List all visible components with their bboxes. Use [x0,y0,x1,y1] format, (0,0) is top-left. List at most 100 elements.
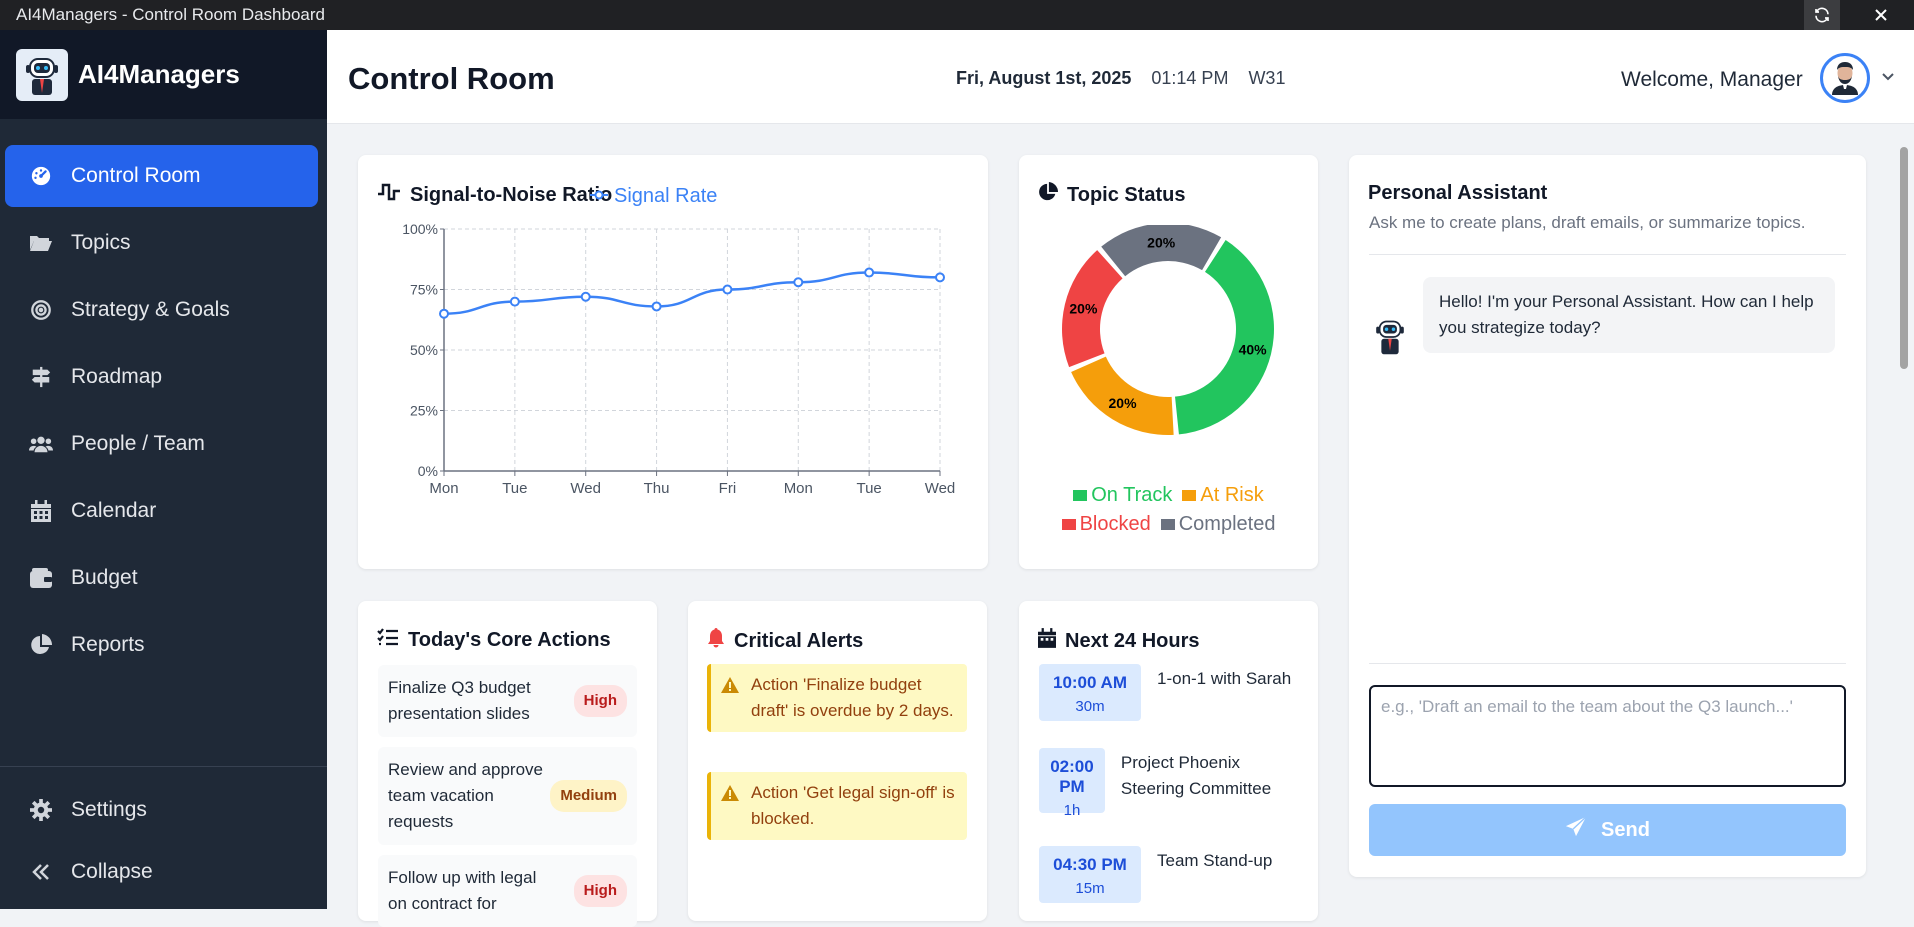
sidebar-item-strategy-goals[interactable]: Strategy & Goals [5,279,318,341]
x-tick-label: Fri [719,480,737,497]
legend-swatch [1182,490,1197,502]
calendar-event[interactable]: 04:30 PM 15m Team Stand-up [1039,846,1298,903]
sidebar-item-reports[interactable]: Reports [5,614,318,676]
list-item[interactable]: Finalize Q3 budget presentation slides H… [378,665,637,737]
data-point[interactable] [722,284,733,295]
sidebar-bottom: Settings Collapse [0,766,327,909]
window-title: AI4Managers - Control Room Dashboard [16,5,325,24]
bell-icon [707,628,725,654]
pie-slice-at-risk[interactable] [1071,356,1174,435]
data-point[interactable] [580,291,591,302]
x-tick-label: Wed [570,480,601,497]
pie-slice-blocked[interactable] [1062,250,1123,368]
x-tick-label: Tue [502,480,527,497]
sidebar-item-label: People / Team [71,432,205,455]
legend-row: On Track At Risk [1019,484,1318,507]
card-title: Signal-to-Noise Ratio [377,182,612,208]
x-tick-label: Mon [429,480,458,497]
y-tick-label: 75% [410,282,438,298]
page-scrollbar[interactable] [1897,134,1911,909]
users-icon [29,432,53,456]
legend-item[interactable]: On Track [1073,484,1172,507]
warning-icon [721,780,739,832]
sidebar-item-roadmap[interactable]: Roadmap [5,346,318,408]
legend-label: Completed [1178,513,1276,535]
card-title: Critical Alerts [707,628,863,654]
sidebar-item-control-room[interactable]: Control Room [5,145,318,207]
slice-label: 20% [1069,301,1098,317]
legend-item[interactable]: Completed [1160,513,1276,536]
core-actions-card: Today's Core Actions Finalize Q3 budget … [358,601,657,927]
alert-item[interactable]: Action 'Get legal sign-off' is blocked. [707,772,967,840]
event-time-block: 02:00 PM 1h [1039,748,1105,819]
legend-item[interactable]: Blocked [1061,513,1151,536]
event-duration: 30m [1075,698,1105,715]
assistant-prompt-input[interactable] [1369,685,1846,787]
data-point[interactable] [864,267,875,278]
sidebar-item-budget[interactable]: Budget [5,547,318,609]
sidebar-item-collapse[interactable]: Collapse [5,843,318,901]
avatar[interactable] [1820,53,1870,103]
warning-icon [721,672,739,724]
critical-alerts-title: Critical Alerts [734,629,864,652]
personal-assistant-card: Personal Assistant Ask me to create plan… [1349,155,1866,877]
date-time-display: Fri, August 1st, 2025 01:14 PM W31 [956,68,1285,89]
signpost-icon [29,365,53,389]
legend-label: On Track [1091,484,1173,506]
event-time: 10:00 AM [1052,673,1127,692]
pie-slice-on-track[interactable] [1175,240,1274,435]
data-point[interactable] [793,277,804,288]
sidebar-item-label: Collapse [71,860,153,883]
sidebar-item-label: Reports [71,633,145,656]
legend-label: At Risk [1200,484,1264,506]
refresh-icon[interactable] [1804,0,1840,30]
brand-name: AI4Managers [78,59,240,89]
action-text: Finalize Q3 budget presentation slides [388,678,531,723]
sidebar-item-calendar[interactable]: Calendar [5,480,318,542]
legend-label: Blocked [1079,513,1151,535]
sidebar-item-people-team[interactable]: People / Team [5,413,318,475]
pie-chart-icon [29,633,53,657]
sidebar-item-label: Control Room [71,164,201,187]
send-button[interactable]: Send [1369,804,1846,856]
critical-alerts-card: Critical Alerts Action 'Finalize budget … [688,601,987,921]
y-tick-label: 100% [402,221,438,237]
list-item[interactable]: Follow up with legal on contract for Hig… [378,855,637,927]
sidebar-item-settings[interactable]: Settings [5,781,318,839]
topic-status-legend: On Track At Risk Blocked Completed [1019,484,1318,542]
data-point[interactable] [935,272,945,283]
signal-rate-line-chart: 0% 25% 50% 75% 100% Mon Tue Wed Thu Fri Mon Tue Wed S… [402,185,955,497]
data-point[interactable] [439,308,449,319]
divider [1369,254,1846,255]
double-chevron-left-icon [29,860,53,884]
brand[interactable]: AI4Managers [0,30,327,119]
legend-swatch [1160,519,1175,531]
data-point[interactable] [651,301,662,312]
sidebar-item-topics[interactable]: Topics [5,212,318,274]
gear-icon [29,798,53,822]
chevron-down-icon[interactable] [1880,68,1896,89]
calendar-event[interactable]: 10:00 AM 30m 1-on-1 with Sarah [1039,664,1298,721]
send-label: Send [1601,818,1650,841]
core-actions-title: Today's Core Actions [408,628,611,651]
folder-open-icon [29,231,53,255]
close-icon[interactable] [1858,0,1904,30]
current-time: 01:14 PM [1151,68,1229,88]
current-date: Fri, August 1st, 2025 [956,68,1132,88]
pie-slice-completed[interactable] [1101,225,1222,277]
sidebar-item-label: Roadmap [71,365,163,388]
list-item[interactable]: Review and approve team vacation request… [378,747,637,845]
assistant-message: Hello! I'm your Personal Assistant. How … [1423,277,1835,353]
divider [1369,663,1846,664]
sidebar-item-label: Strategy & Goals [71,298,230,321]
alert-item[interactable]: Action 'Finalize budget draft' is overdu… [707,664,967,732]
legend-item[interactable]: At Risk [1182,484,1264,507]
calendar-event[interactable]: 02:00 PM 1h Project Phoenix Steering Com… [1039,748,1298,819]
robot-avatar-icon [1371,318,1409,356]
wallet-icon [29,566,53,590]
scrollbar-thumb[interactable] [1900,147,1908,369]
event-time-block: 10:00 AM 30m [1039,664,1141,721]
action-text: Follow up with legal on contract for [388,868,537,913]
event-duration: 15m [1075,880,1105,897]
data-point[interactable] [509,296,520,307]
